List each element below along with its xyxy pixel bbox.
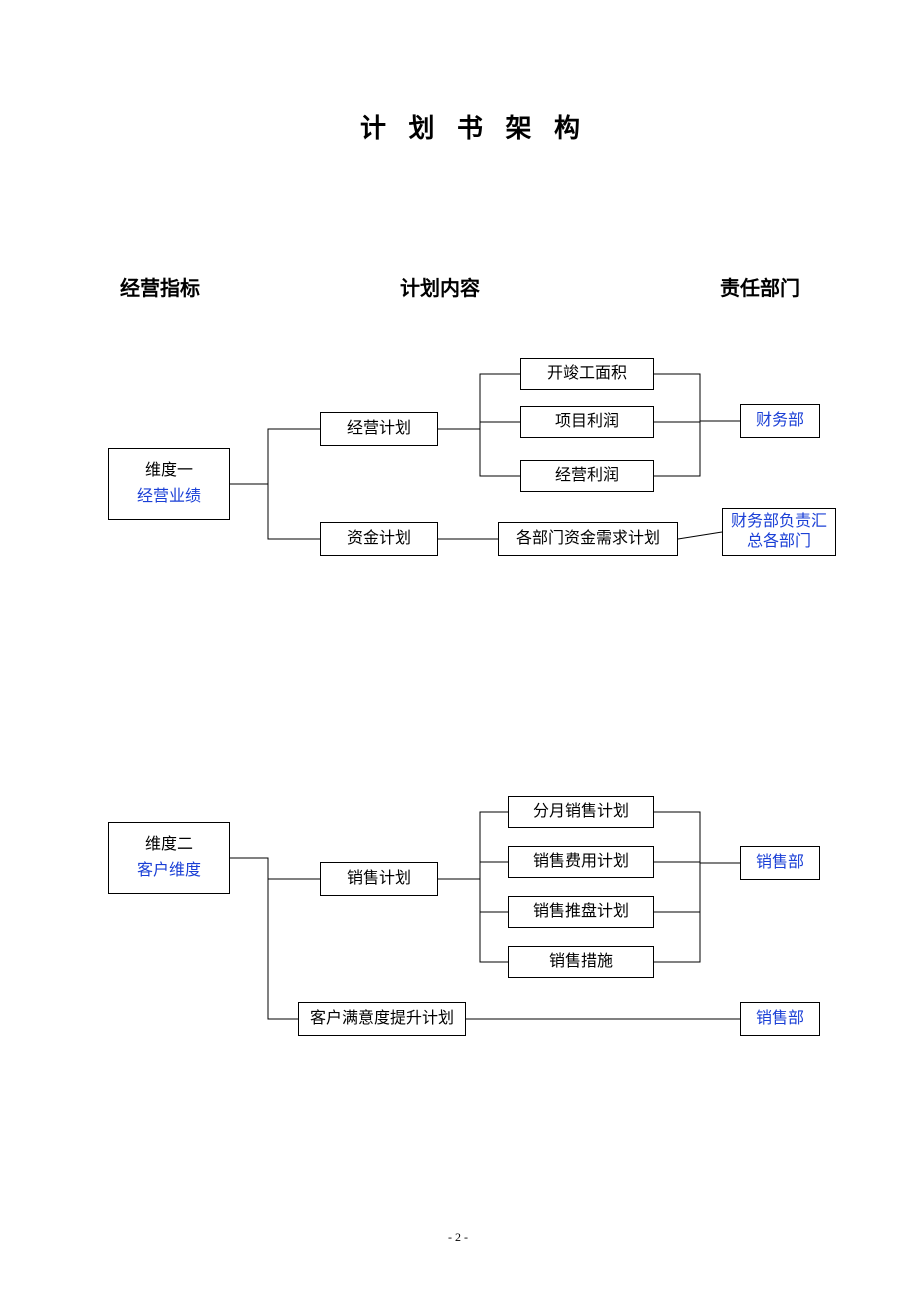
node-s2a4: 销售措施 [508, 946, 654, 978]
node-s2a3: 销售推盘计划 [508, 896, 654, 928]
node-dept1: 财务部 [740, 404, 820, 438]
node-s1a3: 经营利润 [520, 460, 654, 492]
node-p1a: 经营计划 [320, 412, 438, 446]
node-p1b: 资金计划 [320, 522, 438, 556]
node-dept3: 销售部 [740, 846, 820, 880]
column-header-content: 计划内容 [400, 272, 480, 301]
column-header-indicator: 经营指标 [120, 272, 200, 301]
node-d1: 维度一经营业绩 [108, 448, 230, 520]
node-s1a1: 开竣工面积 [520, 358, 654, 390]
node-s1a2: 项目利润 [520, 406, 654, 438]
node-d2: 维度二客户维度 [108, 822, 230, 894]
page-number: - 2 - [448, 1230, 468, 1245]
node-s2a1: 分月销售计划 [508, 796, 654, 828]
connector-lines [0, 0, 920, 1302]
node-p2a: 销售计划 [320, 862, 438, 896]
node-s1b1: 各部门资金需求计划 [498, 522, 678, 556]
node-p2b: 客户满意度提升计划 [298, 1002, 466, 1036]
node-dept2: 财务部负责汇总各部门 [722, 508, 836, 556]
node-dept4: 销售部 [740, 1002, 820, 1036]
column-header-dept: 责任部门 [720, 272, 800, 301]
page-title: 计 划 书 架 构 [360, 108, 588, 145]
node-s2a2: 销售费用计划 [508, 846, 654, 878]
